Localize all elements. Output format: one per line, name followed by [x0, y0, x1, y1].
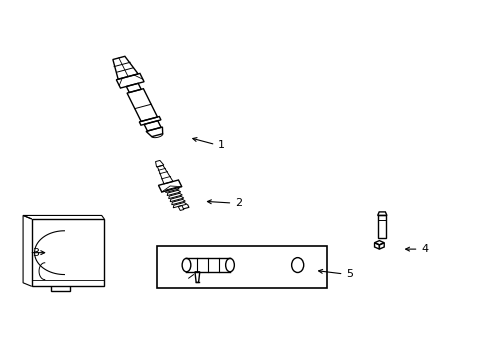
Text: 3: 3	[32, 248, 39, 258]
Text: 1: 1	[218, 140, 224, 149]
Text: 4: 4	[420, 244, 427, 254]
Bar	[157, 246, 326, 288]
Bar	[32, 219, 104, 286]
Text: 5: 5	[346, 269, 352, 279]
Text: 2: 2	[234, 198, 242, 208]
